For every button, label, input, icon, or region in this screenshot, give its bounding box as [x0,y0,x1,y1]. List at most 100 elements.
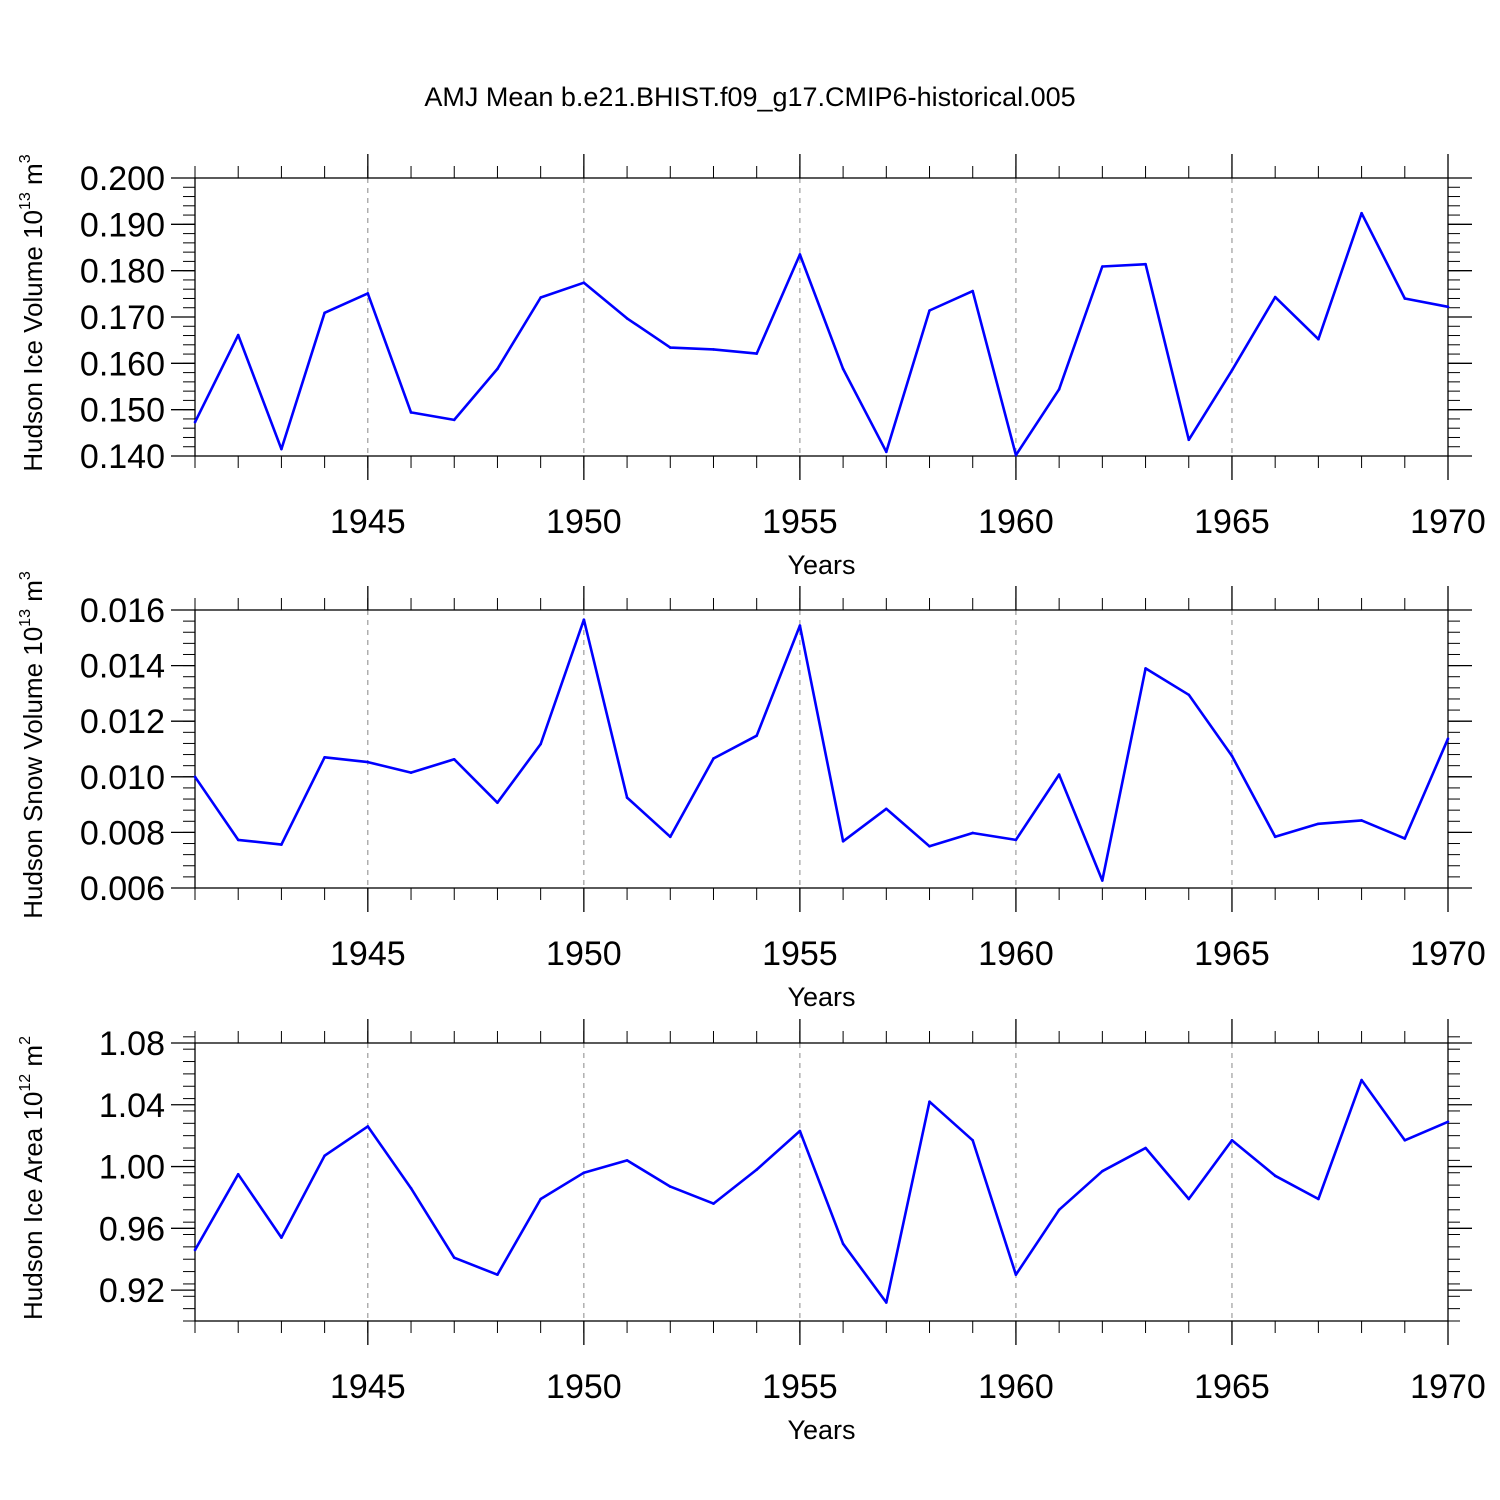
data-point [1360,211,1363,215]
data-point [1014,453,1018,457]
data-point [712,348,715,351]
x-tick-label: 1965 [1194,503,1270,541]
data-point [1360,1078,1363,1082]
data-point [625,796,629,799]
data-point [1403,1139,1407,1142]
data-point [1230,1139,1234,1142]
x-tick-label: 1960 [978,1368,1054,1406]
chart-panels: 0.140 0.150 0.160 0.170 0.180 0.190 0.200 1945 1… [17,154,1486,1445]
data-point [280,1236,283,1239]
data-point [971,289,975,293]
plot-frame [194,177,1449,457]
series-line-middle [193,618,1450,882]
data-point [1144,262,1147,266]
data-point [280,447,283,451]
data-point [971,831,975,835]
data-point [496,367,499,371]
data-point [755,1168,758,1171]
data-point [582,618,586,622]
data-point [323,1154,326,1158]
data-point [409,1186,413,1190]
x-axis-label: Years [787,1415,855,1445]
y-tick-label: 0.010 [80,759,165,797]
x-tick-label: 1955 [762,935,838,973]
data-point [582,1171,586,1175]
data-point [668,835,672,839]
y-axis-label: Hudson Snow Volume 1013 m3 [17,571,48,919]
data-point [928,845,931,848]
data-point [236,1172,240,1176]
data-point [452,418,456,422]
data-point [452,1256,456,1259]
data-point [366,292,370,295]
data-point [755,734,758,737]
y-tick-label: 0.190 [80,206,165,244]
y-tick-label: 0.170 [80,299,165,337]
data-point [366,1125,370,1128]
y-tick-label: 1.08 [99,1025,165,1063]
data-point [1446,305,1450,309]
data-point [798,253,802,256]
x-tick-label: 1965 [1194,1368,1270,1406]
data-point [712,1202,715,1205]
data-point [366,760,370,764]
data-point [1273,835,1277,839]
data-point [1403,297,1407,300]
x-tick-label: 1950 [546,503,622,541]
y-axis-label: Hudson Ice Area 1012 m2 [17,1036,48,1320]
y-tick-label: 1.04 [99,1087,165,1125]
x-axis-label: Years [787,982,855,1012]
data-point [539,296,542,299]
data-point [193,420,197,424]
y-tick-label: 0.008 [80,814,165,852]
data-point [280,843,283,846]
series-line-bottom [193,1078,1449,1304]
y-tick-label: 0.012 [80,703,165,741]
data-point [885,807,888,811]
x-axis-label: Years [787,550,855,580]
data-point [1101,265,1104,268]
y-axis-label: Hudson Ice Volume 1013 m3 [17,154,48,471]
data-point [928,309,931,312]
data-point [1101,1169,1104,1173]
data-point [193,1248,197,1252]
plot-frame [194,609,1449,889]
data-point [625,1159,629,1162]
data-point [841,367,845,371]
data-point [755,352,758,355]
data-point [1446,1120,1450,1124]
data-point [1014,838,1018,842]
data-point [582,281,586,285]
x-tick-label: 1945 [330,503,406,541]
data-point [928,1100,931,1103]
x-tick-label: 1960 [978,935,1054,973]
data-point [798,1129,802,1133]
data-point [409,771,413,774]
data-point [1014,1273,1018,1276]
y-tick-label: 0.96 [99,1210,165,1248]
data-point [1317,337,1320,341]
x-tick-label: 1945 [330,1368,406,1406]
data-point [971,1139,975,1142]
data-point [841,1242,845,1246]
data-point [668,1185,672,1188]
data-point [496,801,499,804]
y-tick-label: 0.150 [80,392,165,430]
x-tick-label: 1950 [546,935,622,973]
chart-title: AMJ Mean b.e21.BHIST.f09_g17.CMIP6-histo… [424,82,1075,112]
data-point [1187,1197,1191,1201]
x-tick-label: 1950 [546,1368,622,1406]
data-point [496,1273,499,1276]
panel-middle: 0.006 0.008 0.010 0.012 0.014 0.016 1945 1950 19… [17,571,1486,1012]
data-point [1057,773,1061,776]
x-tick-label: 1970 [1410,1368,1486,1406]
data-point [323,311,326,315]
y-tick-label: 0.016 [80,592,165,630]
data-point [452,757,456,761]
data-point [625,317,629,320]
data-point [1230,368,1234,372]
data-point [1230,754,1234,758]
x-tick-label: 1955 [762,503,838,541]
data-point [1187,693,1191,697]
